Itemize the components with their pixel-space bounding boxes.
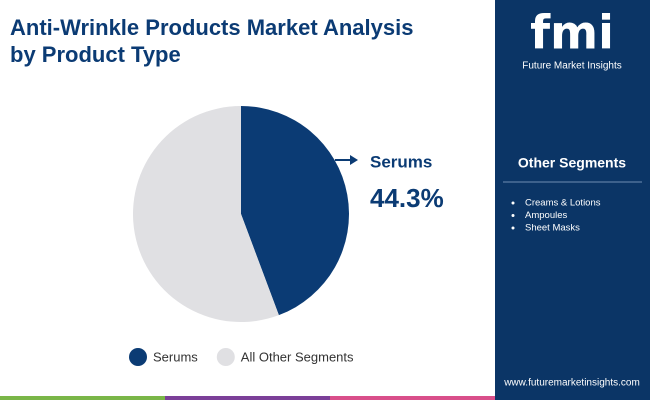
legend-swatch <box>129 348 147 366</box>
brand-logo: fmi <box>530 6 614 60</box>
pie-slice <box>133 106 279 323</box>
sidebar-heading: Other Segments <box>518 155 626 171</box>
segment-item: Ampoules <box>525 210 567 221</box>
segment-item: Creams & Lotions <box>525 198 601 209</box>
strip <box>165 396 330 400</box>
strip <box>0 396 165 400</box>
legend-label: Serums <box>153 349 198 364</box>
legend-label: All Other Segments <box>241 349 354 364</box>
segment-item: Sheet Masks <box>525 223 580 234</box>
bullet <box>511 226 515 230</box>
strip <box>495 396 650 400</box>
url: www.futuremarketinsights.com <box>503 378 640 389</box>
bullet <box>511 201 515 205</box>
pie-slice <box>241 106 350 316</box>
brand-name: Future Market Insights <box>522 61 621 72</box>
callout-category: Serums <box>370 152 432 171</box>
strip <box>330 396 495 400</box>
chart-title: Anti-Wrinkle Products Market Analysis by … <box>10 15 413 67</box>
bullet <box>511 214 515 217</box>
callout-arrowhead <box>350 155 358 165</box>
callout-value: 44.3% <box>370 183 444 213</box>
legend-swatch <box>216 348 235 366</box>
sidebar-panel <box>495 0 650 400</box>
